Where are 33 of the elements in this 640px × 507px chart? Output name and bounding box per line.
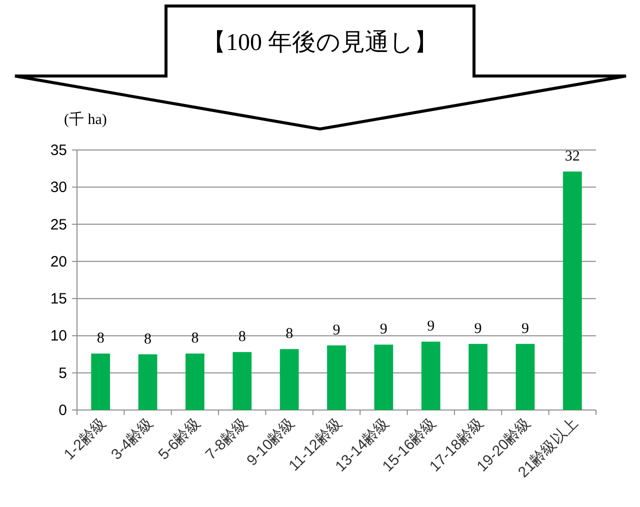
bar: [91, 354, 110, 410]
y-tick-label: 15: [50, 290, 67, 308]
data-label: 9: [380, 322, 388, 338]
bar: [138, 354, 158, 410]
y-tick-label: 25: [50, 216, 67, 234]
bar: [280, 349, 299, 410]
bar: [516, 344, 535, 410]
data-label: 8: [191, 330, 199, 347]
bar: [421, 342, 440, 410]
y-tick-label: 35: [50, 142, 67, 159]
data-label: 32: [564, 148, 580, 165]
y-tick-label: 5: [58, 364, 67, 382]
bar: [186, 354, 204, 410]
y-axis-title: (千 ha): [64, 111, 107, 128]
y-tick-label: 20: [50, 253, 67, 270]
data-label: 8: [144, 331, 152, 348]
x-tick-label: 3-4齢級: [108, 414, 157, 464]
data-label: 8: [238, 329, 246, 346]
y-tick-label: 30: [50, 179, 67, 196]
bar: [327, 345, 346, 410]
data-label: 9: [332, 322, 340, 338]
bar: [468, 344, 488, 410]
bar: [562, 172, 582, 410]
data-label: 8: [96, 330, 104, 347]
bar: [232, 352, 252, 410]
data-label: 9: [521, 320, 529, 337]
chart-title: 【100 年後の見通し】: [202, 30, 438, 56]
data-label: 9: [427, 318, 435, 335]
y-tick-label: 10: [50, 328, 67, 345]
bar: [374, 344, 394, 410]
data-label: 9: [474, 320, 482, 337]
data-label: 8: [286, 326, 294, 342]
x-tick-label: 5-6齢級: [155, 414, 204, 464]
